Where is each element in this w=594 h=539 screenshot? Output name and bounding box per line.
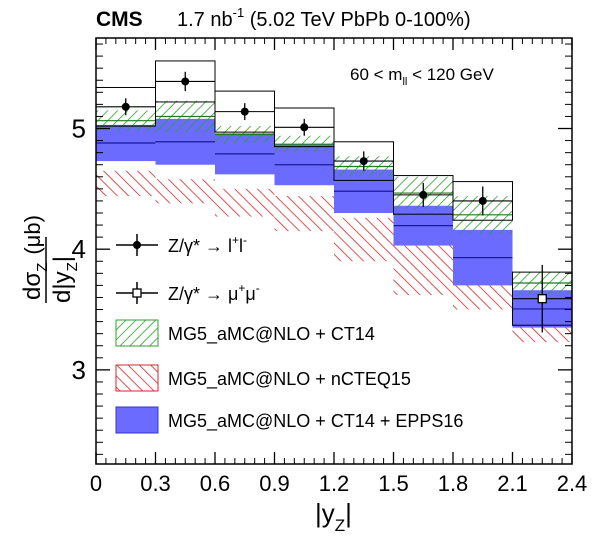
epps16-bands xyxy=(96,118,572,328)
legend-marker-ll-dot xyxy=(133,241,141,249)
y-axis-label: dσZ(μb) d|yZ| xyxy=(19,215,81,303)
ncteq15-band-3 xyxy=(274,196,334,232)
mass-annotation-main: 60 < m xyxy=(350,65,402,84)
legend-label-mumu: Z/γ* → μ+μ- xyxy=(168,281,260,304)
data-points xyxy=(96,71,572,333)
x-ticks: 0 0.3 0.6 0.9 1.2 1.5 1.8 2.1 2.4 xyxy=(90,38,587,496)
header-experiment: CMS xyxy=(96,8,143,31)
legend-swatch-epps16 xyxy=(115,406,159,434)
x-tick-label-6: 1.8 xyxy=(438,471,469,496)
y-tick-label-1: 4 xyxy=(72,234,86,264)
y-axis-num-main: dσ xyxy=(19,272,46,300)
mass-annotation-tail: < 120 GeV xyxy=(407,65,494,84)
y-tick-label-0: 3 xyxy=(72,355,86,385)
ncteq15-band-2 xyxy=(215,188,275,217)
data-ll-point-1 xyxy=(181,77,190,86)
x-tick-label-4: 1.2 xyxy=(319,471,350,496)
y-axis-num-sub: Z xyxy=(34,263,51,272)
x-axis-label: |yZ| xyxy=(315,498,352,535)
y-tick-label-2: 5 xyxy=(72,114,86,144)
data-ll-point-3 xyxy=(300,123,309,132)
legend-mumu-sup1: + xyxy=(238,281,245,295)
legend-label-epps16: MG5_aMC@NLO + CT14 + EPPS16 xyxy=(168,411,463,432)
x-axis-label-sub: Z xyxy=(335,516,345,535)
legend-item-data-mumu: Z/γ* → μ+μ- xyxy=(116,281,260,304)
data-mumu-point-0 xyxy=(537,294,547,304)
legend-item-epps16: MG5_aMC@NLO + CT14 + EPPS16 xyxy=(115,406,463,434)
header-lumi-value: 1.7 nb xyxy=(177,9,233,31)
x-tick-label-0: 0 xyxy=(90,471,102,496)
legend-ll-sup1: + xyxy=(232,233,239,247)
y-axis-den-main: d|y xyxy=(49,271,76,303)
ncteq15-bands xyxy=(96,170,572,343)
data-ll-point-5 xyxy=(419,190,428,199)
plot-area xyxy=(96,60,572,343)
legend: Z/γ* → l+l- Z/γ* → μ+μ- MG5_aMC@NLO + CT… xyxy=(115,233,463,434)
legend-mumu-sup2: - xyxy=(256,281,260,295)
y-axis-label-denominator: d|yZ| xyxy=(49,256,81,303)
legend-swatch-ct14 xyxy=(115,319,159,347)
legend-marker-mumu-box xyxy=(132,288,142,298)
y-axis-unit: (μb) xyxy=(20,215,45,255)
y-axis-den-tail: | xyxy=(49,256,76,262)
legend-item-ncteq15: MG5_aMC@NLO + nCTEQ15 xyxy=(115,364,411,392)
ncteq15-band-1 xyxy=(155,179,215,204)
data-ll-point-4 xyxy=(359,157,368,166)
ncteq15-band-5 xyxy=(393,245,453,296)
y-axis-label-numerator: dσZ (μb) xyxy=(19,215,51,300)
ncteq15-band-0 xyxy=(96,170,156,197)
legend-ll-main: Z/γ* → l xyxy=(168,236,232,256)
header-lumi: 1.7 nb-1 (5.02 TeV PbPb 0-100%) xyxy=(177,5,471,31)
x-tick-label-2: 0.6 xyxy=(200,471,231,496)
x-tick-label-1: 0.3 xyxy=(140,471,171,496)
data-ll-point-2 xyxy=(240,107,249,116)
mass-annotation: 60 < mll < 120 GeV xyxy=(350,65,494,88)
x-axis-label-tail: | xyxy=(345,498,352,528)
legend-mumu-mid: μ xyxy=(245,284,255,304)
legend-item-data-ll: Z/γ* → l+l- xyxy=(116,233,247,256)
legend-label-ncteq15: MG5_aMC@NLO + nCTEQ15 xyxy=(168,369,411,390)
x-axis-label-main: |y xyxy=(315,498,335,528)
legend-ll-mid: l xyxy=(239,236,243,256)
y-axis-den-sub: Z xyxy=(64,262,81,271)
header-lumi-rest: (5.02 TeV PbPb 0-100%) xyxy=(244,9,470,31)
legend-item-ct14: MG5_aMC@NLO + CT14 xyxy=(115,319,375,347)
y-ticks: 3 4 5 xyxy=(72,43,572,455)
legend-ll-sup2: - xyxy=(243,233,247,247)
data-ll-point-0 xyxy=(121,102,130,111)
legend-mumu-main: Z/γ* → μ xyxy=(168,284,238,304)
legend-swatch-ncteq15 xyxy=(115,364,159,392)
mass-annotation-sub: ll xyxy=(402,76,407,88)
legend-label-ll: Z/γ* → l+l- xyxy=(168,233,247,256)
data-ll-point-6 xyxy=(478,196,487,205)
x-tick-label-3: 0.9 xyxy=(259,471,290,496)
ncteq15-band-4 xyxy=(334,217,394,262)
x-tick-label-7: 2.1 xyxy=(497,471,528,496)
header-lumi-exp: -1 xyxy=(233,5,245,20)
legend-label-ct14: MG5_aMC@NLO + CT14 xyxy=(168,324,375,345)
x-tick-label-5: 1.5 xyxy=(378,471,409,496)
x-tick-label-8: 2.4 xyxy=(557,471,588,496)
